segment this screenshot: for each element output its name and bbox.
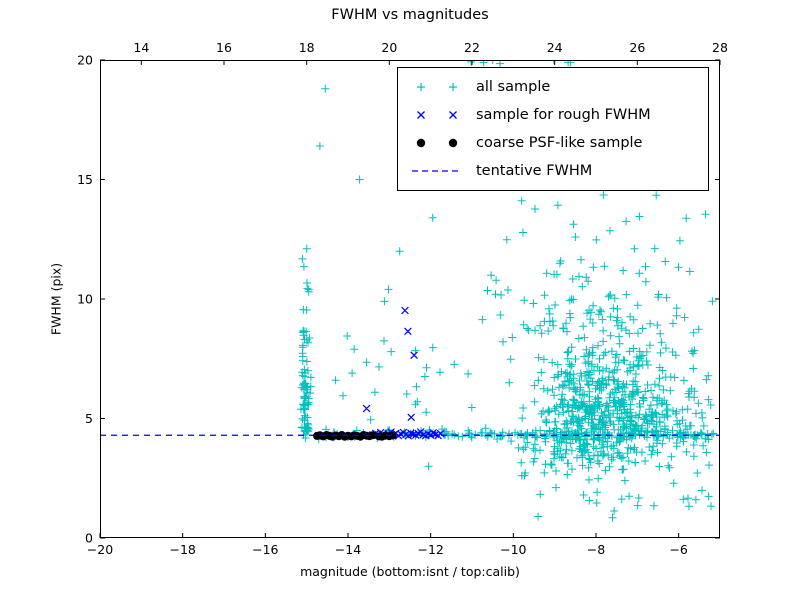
series-rough-fwhm-markers [362, 306, 445, 440]
top-x-tick-label: 18 [299, 40, 315, 55]
y-tick-label: 20 [77, 52, 93, 67]
legend-entry-all-sample: all sample [398, 73, 708, 101]
x-tick-label: −16 [252, 542, 278, 557]
top-x-tick-label: 16 [216, 40, 232, 55]
legend-marker-dashed-line-icon [408, 162, 466, 180]
legend-entry-coarse-psf: coarse PSF-like sample [398, 129, 708, 157]
y-tick-label: 15 [77, 172, 93, 187]
x-tick-label: −14 [335, 542, 361, 557]
top-x-tick-label: 22 [464, 40, 480, 55]
legend-entry-tentative-fwhm: tentative FWHM [398, 157, 708, 185]
chart-title: FWHM vs magnitudes [331, 7, 489, 23]
y-tick-label: 0 [85, 530, 93, 545]
legend-label: tentative FWHM [476, 163, 593, 179]
legend-marker-plus-icon [408, 78, 466, 96]
top-x-tick-label: 14 [133, 40, 149, 55]
legend-entry-rough-fwhm: sample for rough FWHM [398, 101, 708, 129]
top-x-tick-label: 24 [547, 40, 563, 55]
x-tick-label: −10 [500, 542, 526, 557]
legend-label: all sample [476, 79, 551, 95]
x-tick-label: −12 [417, 542, 443, 557]
x-axis-label: magnitude (bottom:isnt / top:calib) [300, 564, 520, 579]
x-tick-label: −18 [169, 542, 195, 557]
x-tick-label: −20 [87, 542, 113, 557]
legend-marker-dot-icon [408, 134, 466, 152]
top-x-tick-label: 26 [629, 40, 645, 55]
legend-marker-x-icon [408, 106, 466, 124]
x-tick-label: −6 [669, 542, 687, 557]
top-x-tick-label: 20 [381, 40, 397, 55]
y-tick-label: 5 [85, 411, 93, 426]
legend: all sample sample for rough FWHM coarse … [397, 67, 709, 191]
axis-ticks: −20 −18 −16 −14 −12 −10 −8 −6 14 16 18 20 22 24 26 28 0 5… [77, 40, 728, 557]
legend-label: coarse PSF-like sample [476, 135, 643, 151]
legend-label: sample for rough FWHM [476, 107, 651, 123]
top-x-tick-label: 28 [712, 40, 728, 55]
x-tick-label: −8 [587, 542, 605, 557]
y-tick-label: 10 [77, 291, 93, 306]
